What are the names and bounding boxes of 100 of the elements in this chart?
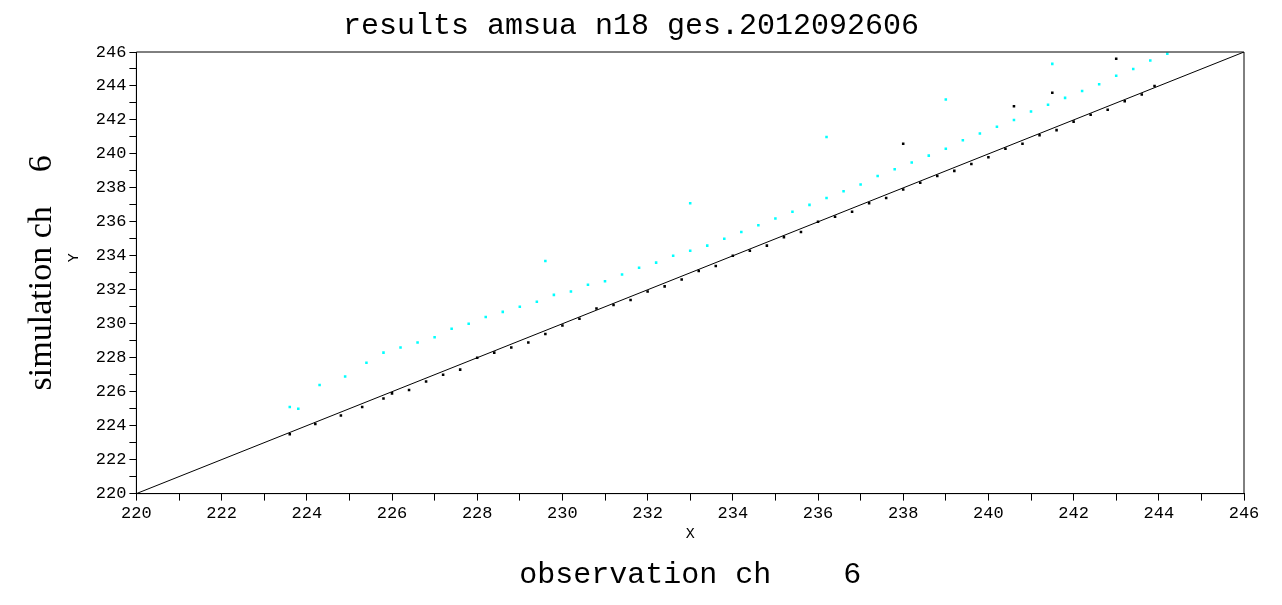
y-tick-label: 232 [95, 280, 127, 300]
point [825, 135, 828, 139]
point [953, 169, 956, 173]
point [544, 332, 547, 336]
point [1055, 128, 1058, 132]
point [961, 139, 965, 142]
point [578, 317, 581, 320]
y-tick-label: 230 [95, 314, 127, 334]
point [850, 210, 854, 213]
point [475, 356, 479, 359]
point [297, 407, 300, 410]
point [859, 183, 862, 186]
point [978, 132, 982, 135]
x-tick-label: 244 [1143, 504, 1175, 524]
point [561, 324, 564, 327]
point [441, 373, 445, 376]
point [808, 203, 811, 207]
point [936, 174, 939, 178]
x-tick-label: 240 [973, 504, 1004, 524]
chart-title: results amsua n18 ges.2012092606 [342, 8, 920, 43]
y-tick-label: 226 [95, 382, 127, 402]
point [603, 280, 607, 283]
y-tick-label: 228 [95, 348, 127, 368]
point [697, 269, 700, 273]
y-tick-label: 222 [95, 450, 127, 470]
point [382, 351, 385, 354]
point [433, 336, 436, 339]
text: X [685, 525, 695, 543]
point [654, 261, 658, 264]
point [901, 188, 905, 191]
y-tick-label: 220 [95, 484, 127, 504]
point [484, 315, 487, 319]
point [458, 368, 462, 371]
point [318, 383, 321, 387]
point [1046, 103, 1050, 106]
point [314, 422, 317, 426]
point [705, 244, 709, 247]
x-tick-label: 224 [291, 504, 323, 524]
y-tick-label: 224 [95, 416, 127, 436]
point [723, 237, 726, 241]
point [748, 249, 752, 252]
point [288, 405, 292, 409]
x-tick-label: 228 [461, 504, 493, 524]
point [343, 375, 347, 378]
point [774, 217, 777, 220]
x-tick-label: 236 [802, 504, 834, 524]
text: Y [66, 253, 84, 263]
y-tick-label: 238 [95, 178, 127, 198]
point [1106, 108, 1109, 112]
point [1097, 83, 1101, 86]
point [1123, 99, 1126, 103]
point [1038, 133, 1041, 137]
point [365, 361, 368, 365]
point [765, 244, 769, 247]
y-tick-label: 242 [95, 110, 127, 130]
point [620, 273, 624, 276]
point [527, 341, 530, 344]
point [1004, 147, 1007, 151]
point [918, 181, 922, 185]
point [569, 290, 573, 293]
point [901, 142, 905, 145]
point [1131, 67, 1135, 71]
point [390, 392, 394, 395]
point [825, 196, 828, 200]
point [450, 327, 453, 331]
point [663, 285, 666, 288]
y-tick-label: 244 [95, 76, 127, 96]
x-tick-label: 232 [632, 504, 663, 524]
point [995, 125, 999, 129]
point [910, 161, 913, 164]
point [646, 290, 649, 293]
x-tick-label: 230 [547, 504, 578, 524]
point [757, 223, 760, 227]
point [1153, 84, 1156, 88]
point [544, 259, 547, 263]
y-tick-label: 234 [95, 246, 127, 266]
point [1089, 113, 1092, 117]
point [1021, 142, 1024, 145]
x-axis-title: observation ch 6 [519, 557, 862, 592]
point [288, 432, 292, 436]
point [467, 322, 470, 326]
point [944, 98, 948, 101]
point [893, 167, 896, 171]
point [629, 298, 632, 302]
x-tick-label: 246 [1228, 504, 1260, 524]
point [1051, 91, 1054, 95]
x-tick-label: 242 [1058, 504, 1089, 524]
point [492, 351, 496, 354]
x-tick-label: 222 [206, 504, 237, 524]
point [680, 278, 683, 281]
point [1051, 62, 1054, 66]
y-tick-label: 246 [95, 42, 127, 62]
y-tick-label: 240 [95, 144, 127, 164]
y-tick-label: 236 [95, 212, 127, 232]
point [1140, 93, 1144, 96]
point [510, 346, 513, 349]
point [416, 341, 419, 344]
point [688, 249, 692, 252]
point [595, 307, 598, 310]
x-tick-label: 220 [121, 504, 152, 524]
